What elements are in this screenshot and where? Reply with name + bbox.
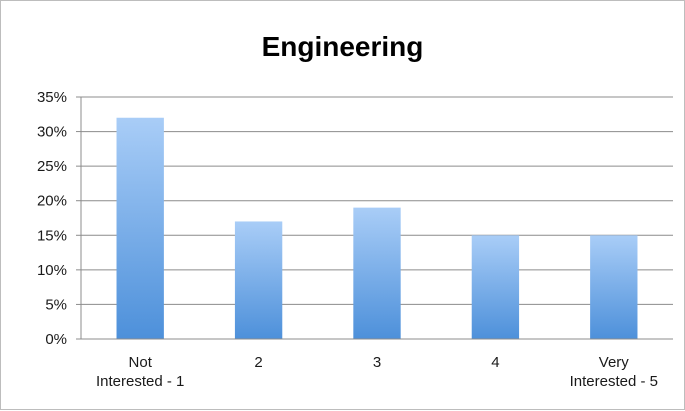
y-tick-label: 30% xyxy=(37,124,67,141)
x-tick-label: 2 xyxy=(254,354,262,371)
bars xyxy=(116,117,638,339)
axes xyxy=(80,97,673,340)
chart-title: Engineering xyxy=(261,31,424,62)
x-tick-label: 4 xyxy=(491,354,499,371)
bar xyxy=(116,117,164,339)
y-tick-label: 0% xyxy=(45,331,67,348)
bar xyxy=(471,235,520,339)
x-tick-label: Very xyxy=(599,354,630,371)
x-tick-label: Not xyxy=(129,354,153,371)
bar xyxy=(353,207,401,339)
x-tick-labels: Not Interested - 1 2 3 4 Very Interested - 5 xyxy=(96,354,658,390)
x-tick-label: Interested - 1 xyxy=(96,373,184,390)
y-tick-labels: 0% 5% 10% 15% 20% 25% 30% 35% xyxy=(37,89,81,348)
y-tick-label: 10% xyxy=(37,262,67,279)
bar xyxy=(234,221,283,339)
y-tick-label: 25% xyxy=(37,158,67,175)
y-tick-label: 15% xyxy=(37,227,67,244)
bar xyxy=(590,235,638,339)
y-tick-label: 5% xyxy=(45,296,67,313)
x-tick-label: 3 xyxy=(373,354,381,371)
y-tick-label: 20% xyxy=(37,193,67,210)
x-tick-label: Interested - 5 xyxy=(570,373,658,390)
y-tick-label: 35% xyxy=(37,89,67,106)
